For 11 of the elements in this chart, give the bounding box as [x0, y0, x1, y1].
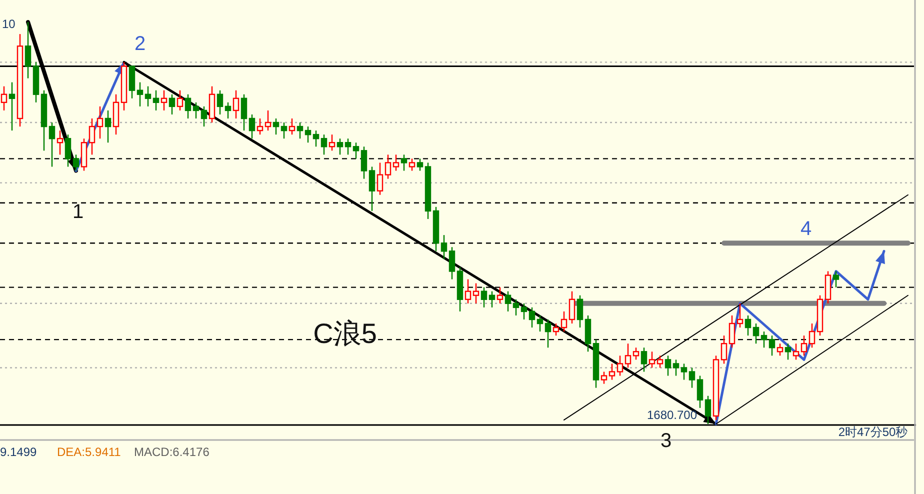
text: MACD:6.4176 [134, 445, 210, 459]
annotation: C浪5 [313, 318, 377, 349]
annotation: 1 [72, 201, 84, 223]
text: 2时47分50秒 [838, 425, 908, 439]
annotation: 2 [134, 33, 146, 55]
annotation: 4 [800, 218, 812, 240]
text: 9.1499 [0, 445, 38, 459]
text: 3 [660, 430, 672, 452]
annotation: 1680.700 [646, 408, 698, 422]
text: DEA:5.9411 [57, 445, 122, 459]
annotation: 10 [2, 17, 16, 31]
